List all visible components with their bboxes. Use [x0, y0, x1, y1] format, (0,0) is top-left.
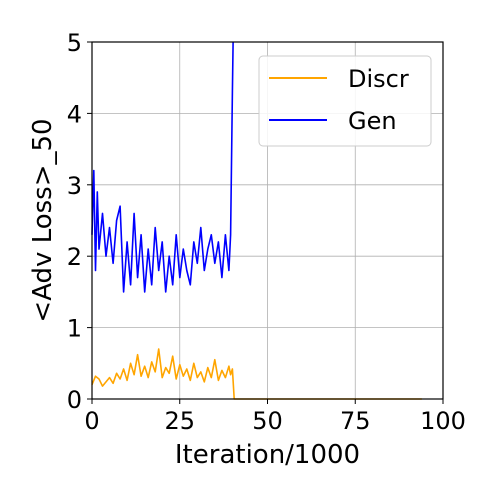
legend-label-discr: Discr	[348, 65, 409, 93]
x-tick-label: 0	[84, 407, 99, 435]
y-tick-label: 4	[67, 100, 82, 128]
y-tick-label: 5	[67, 29, 82, 57]
y-tick-label: 0	[67, 386, 82, 414]
x-axis-label: Iteration/1000	[175, 440, 360, 470]
legend: Discr Gen	[258, 55, 432, 147]
y-tick-label: 3	[67, 172, 82, 200]
series-line-gen	[91, 41, 234, 293]
y-axis-label: <Adv Loss>_50	[28, 118, 58, 322]
x-tick-label: 75	[340, 407, 371, 435]
legend-label-gen: Gen	[348, 107, 397, 135]
y-tick-label: 1	[67, 315, 82, 343]
x-tick-label: 25	[164, 407, 195, 435]
series-line-discr	[91, 348, 422, 400]
series-lines	[91, 41, 422, 400]
axis-ticks: 0 25 50 75 100 0 1 2 3 4 5	[67, 29, 466, 435]
x-tick-label: 100	[420, 407, 466, 435]
y-tick-label: 2	[67, 243, 82, 271]
x-tick-label: 50	[252, 407, 283, 435]
